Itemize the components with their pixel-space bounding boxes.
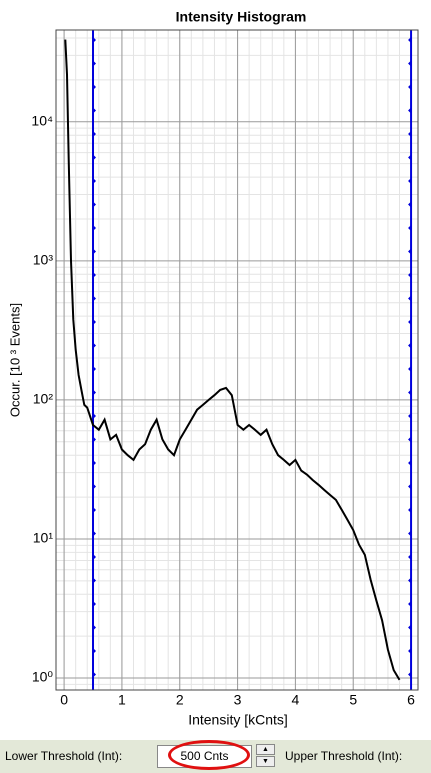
y-tick-label: 10¹ [33,530,54,546]
upper-threshold-label: Upper Threshold (Int): [285,749,403,763]
threshold-marker [93,483,97,490]
threshold-marker [408,84,412,90]
x-tick-label: 4 [292,692,300,708]
threshold-marker [408,178,412,184]
threshold-marker [408,413,412,419]
x-tick-label: 0 [60,692,68,708]
y-tick-label: 10⁴ [31,112,53,128]
threshold-marker [408,460,412,466]
threshold-marker [408,60,412,67]
threshold-marker [93,530,97,537]
threshold-marker [93,460,97,466]
threshold-marker [93,295,97,302]
y-tick-label: 10⁰ [32,669,54,685]
threshold-marker [93,366,97,372]
threshold-marker [93,389,97,396]
threshold-marker [93,342,97,349]
plot-area [56,30,418,690]
threshold-marker [93,648,97,654]
threshold-marker [408,295,412,302]
threshold-marker [93,225,97,231]
threshold-marker [408,319,412,325]
threshold-marker [93,107,97,114]
x-tick-label: 6 [407,692,415,708]
threshold-marker [93,413,97,419]
chart-title: Intensity Histogram [176,9,307,25]
threshold-marker [93,624,97,631]
threshold-marker [408,671,412,678]
threshold-marker [93,319,97,325]
threshold-marker [408,483,412,490]
threshold-marker [93,671,97,678]
threshold-marker [408,154,412,161]
threshold-marker [408,225,412,231]
threshold-marker [93,131,97,137]
threshold-marker [93,436,97,443]
threshold-marker [408,248,412,255]
threshold-marker [408,131,412,137]
threshold-marker [408,601,412,607]
threshold-marker [93,154,97,161]
threshold-marker [93,201,97,208]
chart: Intensity Histogram Intensity [kCnts] Oc… [7,9,419,728]
y-tick-label: 10³ [33,252,54,268]
threshold-marker [93,37,97,43]
threshold-marker [93,248,97,255]
spin-down[interactable]: ▼ [256,756,275,767]
threshold-marker [408,37,412,43]
threshold-marker [93,601,97,607]
x-tick-label: 5 [349,692,357,708]
highlight-ellipse [168,740,250,770]
threshold-marker [408,577,412,584]
plot-frame [55,29,419,691]
y-axis-label: Occur. [10 ³ Events] [7,303,22,417]
threshold-marker [408,342,412,349]
spin-up[interactable]: ▲ [256,744,275,755]
threshold-marker [408,648,412,654]
threshold-marker [408,201,412,208]
threshold-marker [408,366,412,372]
threshold-marker [93,84,97,90]
threshold-marker [408,389,412,396]
threshold-marker [408,507,412,513]
x-tick-label: 1 [118,692,126,708]
threshold-marker [408,554,412,560]
threshold-marker [93,577,97,584]
threshold-bar: Lower Threshold (Int): 500 Cnts ▲ ▼ Uppe… [0,740,431,773]
x-tick-label: 2 [176,692,184,708]
threshold-marker [93,60,97,67]
threshold-marker [93,507,97,513]
threshold-marker [408,272,412,278]
threshold-marker [408,107,412,114]
threshold-marker [408,530,412,537]
histogram-line [64,39,401,681]
lower-threshold-label: Lower Threshold (Int): [5,749,123,763]
threshold-marker [408,436,412,443]
x-axis-label: Intensity [kCnts] [188,712,288,728]
threshold-marker [93,178,97,184]
y-tick-label: 10² [33,391,54,407]
threshold-marker [408,624,412,631]
threshold-marker [93,554,97,560]
threshold-marker [93,272,97,278]
x-tick-label: 3 [234,692,242,708]
